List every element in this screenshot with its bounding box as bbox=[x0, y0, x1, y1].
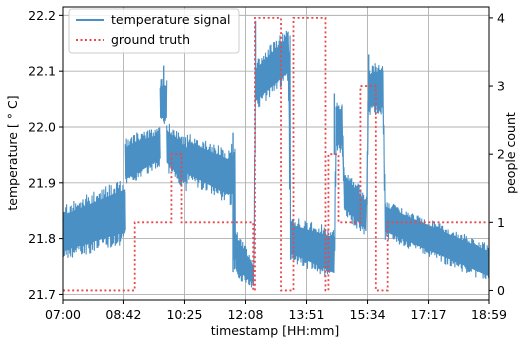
legend-label-temperature-signal: temperature signal bbox=[111, 12, 231, 27]
temperature-band bbox=[385, 206, 489, 277]
temperature-segment bbox=[343, 174, 367, 235]
x-tick-label: 08:42 bbox=[105, 307, 141, 322]
y-axis-label: temperature [ ° C] bbox=[5, 95, 20, 210]
x-tick-label: 15:34 bbox=[350, 307, 386, 322]
temperature-band bbox=[63, 189, 126, 251]
y-tick-label: 22.0 bbox=[28, 119, 56, 134]
x-tick-label: 10:25 bbox=[166, 307, 202, 322]
temperature-band bbox=[235, 236, 254, 284]
temperature-band bbox=[368, 70, 383, 107]
temperature-band bbox=[336, 109, 343, 145]
temperature-band bbox=[334, 109, 337, 274]
temperature-band bbox=[228, 154, 234, 195]
y-tick-label: 21.7 bbox=[28, 287, 56, 302]
temperature-band bbox=[342, 109, 345, 209]
legend-frame bbox=[68, 8, 240, 54]
y2-axis-label: people count bbox=[503, 112, 518, 194]
y2-tick-label: 4 bbox=[497, 10, 505, 25]
temperature-band bbox=[187, 141, 229, 196]
temperature-band bbox=[344, 175, 367, 231]
y2-tick-label: 3 bbox=[497, 79, 505, 94]
y2-tick-label: 1 bbox=[497, 215, 505, 230]
y-tick-label: 21.8 bbox=[28, 231, 56, 246]
temperature-band bbox=[166, 130, 188, 184]
y-tick-label: 21.9 bbox=[28, 175, 56, 190]
temperature-band bbox=[366, 74, 369, 231]
x-tick-label: 12:08 bbox=[227, 307, 263, 322]
temperature-band bbox=[125, 141, 136, 180]
legend-label-ground-truth: ground truth bbox=[111, 32, 190, 47]
y-tick-label: 22.2 bbox=[28, 8, 56, 23]
x-tick-label: 13:51 bbox=[288, 307, 324, 322]
temperature-band bbox=[382, 70, 386, 237]
x-tick-label: 17:17 bbox=[411, 307, 447, 322]
temperature-band bbox=[135, 134, 161, 174]
temperature-band bbox=[255, 36, 289, 102]
axes: 07:00 08:42 10:25 12:08 13:51 15:34 17:17 18:59… bbox=[28, 6, 507, 322]
plot-frame bbox=[62, 6, 490, 301]
y2-tick-label: 0 bbox=[497, 283, 505, 298]
temperature-band bbox=[288, 36, 291, 219]
temperature-band bbox=[290, 224, 335, 274]
plot-area bbox=[62, 17, 490, 292]
x-tick-label: 18:59 bbox=[471, 307, 507, 322]
ground-truth-line bbox=[63, 17, 488, 292]
x-axis-label: timestamp [HH:mm] bbox=[211, 323, 340, 338]
y2-tick-label: 2 bbox=[497, 147, 505, 162]
legend: temperature signal ground truth bbox=[68, 8, 240, 54]
x-tick-label: 07:00 bbox=[45, 307, 81, 322]
y-tick-label: 22.1 bbox=[28, 64, 56, 79]
